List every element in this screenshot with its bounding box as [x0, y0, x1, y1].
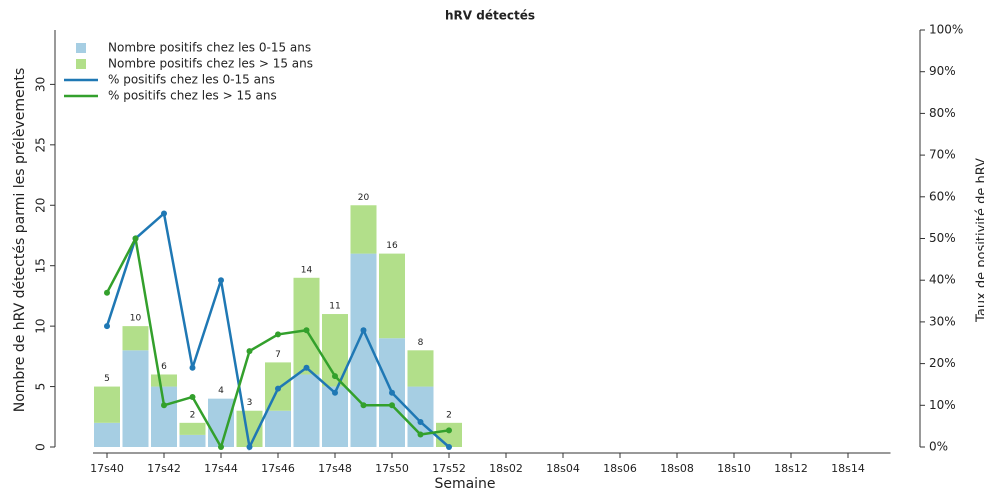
x-tick-label: 18s10: [717, 462, 751, 475]
bar-total-label: 14: [301, 265, 313, 275]
line-point: [275, 385, 281, 392]
x-tick-label: 18s02: [489, 462, 523, 475]
bar: [122, 350, 149, 447]
bar: [350, 205, 377, 254]
y2-tick-label: 0%: [929, 440, 948, 454]
x-tick-label: 17s50: [375, 462, 409, 475]
line-point: [417, 418, 424, 425]
bar: [265, 410, 291, 447]
legend-label: Nombre positifs chez les > 15 ans: [108, 57, 313, 71]
chart-title: hRV détectés: [445, 9, 535, 23]
bar-total-label: 8: [418, 338, 424, 348]
y-tick-label: 30: [34, 77, 48, 92]
y2-tick-label: 70%: [929, 148, 956, 162]
y-tick-label: 10: [34, 318, 48, 333]
bar: [94, 386, 120, 423]
bar: [179, 422, 206, 435]
legend-swatch: [76, 59, 86, 69]
line-point: [161, 210, 167, 217]
y-tick-label: 5: [34, 383, 48, 391]
x-tick-label: 17s42: [147, 462, 181, 475]
x-axis-label: Semaine: [434, 476, 495, 492]
line-point: [132, 235, 139, 242]
line-point: [389, 402, 395, 409]
x-tick-label: 17s40: [90, 462, 124, 475]
x-tick-label: 17s48: [318, 462, 352, 475]
y2-tick-label: 60%: [929, 189, 956, 203]
y-tick-label: 0: [34, 443, 48, 451]
line-point: [246, 348, 253, 355]
bar: [208, 398, 234, 447]
legend-label: Nombre positifs chez les 0-15 ans: [108, 41, 311, 55]
x-tick-label: 18s08: [660, 462, 694, 475]
x-tick-label: 17s52: [432, 462, 466, 475]
y2-tick-label: 30%: [929, 314, 956, 328]
bar-total-label: 4: [218, 386, 224, 396]
bar-total-label: 16: [386, 241, 398, 251]
line-point: [189, 364, 196, 371]
bar: [293, 277, 320, 375]
line-point: [218, 277, 224, 284]
line-point: [246, 444, 253, 450]
y2-tick-label: 40%: [929, 273, 956, 287]
line-point: [104, 323, 110, 330]
y2-tick-label: 20%: [929, 356, 956, 370]
line-point: [446, 427, 452, 434]
line-point: [303, 327, 310, 334]
line-point: [161, 402, 167, 409]
bar: [407, 350, 434, 387]
line-point: [303, 364, 310, 371]
legend-label: % positifs chez les 0-15 ans: [108, 73, 275, 87]
line-point: [218, 444, 224, 450]
bar: [94, 422, 120, 447]
y2-axis-label: Taux de positivité de hRV: [975, 158, 984, 323]
bar: [322, 386, 348, 447]
y2-tick-label: 50%: [929, 231, 956, 245]
bar-total-label: 3: [247, 398, 253, 408]
line-point: [389, 389, 395, 396]
bar-total-label: 2: [190, 410, 196, 420]
line-point: [417, 431, 424, 438]
bar: [179, 434, 206, 447]
y2-tick-label: 10%: [929, 398, 956, 412]
line-point: [104, 289, 110, 296]
bar: [293, 374, 320, 447]
y-tick-label: 25: [34, 137, 48, 152]
x-tick-label: 18s12: [774, 462, 808, 475]
y-tick-label: 15: [34, 258, 48, 273]
bar-total-label: 20: [358, 193, 370, 203]
bar: [151, 386, 177, 447]
y2-tick-label: 90%: [929, 64, 956, 78]
bar-total-label: 11: [329, 302, 340, 312]
y-tick-label: 20: [34, 198, 48, 213]
x-tick-label: 18s04: [546, 462, 580, 475]
line-point: [332, 389, 338, 396]
bar: [407, 386, 434, 447]
y-axis-label: Nombre de hRV détectés parmi les prélève…: [12, 68, 28, 413]
bar-total-label: 6: [161, 362, 167, 372]
line-point: [360, 402, 367, 409]
y2-tick-label: 80%: [929, 106, 956, 120]
legend-swatch: [76, 43, 86, 53]
line-point: [189, 393, 196, 400]
bar-total-label: 7: [275, 350, 281, 360]
bar: [151, 374, 177, 387]
x-tick-label: 17s44: [204, 462, 238, 475]
bar: [122, 326, 149, 351]
line-point: [360, 327, 367, 334]
x-tick-label: 18s14: [831, 462, 865, 475]
y2-tick-label: 100%: [929, 23, 963, 37]
bar-total-label: 10: [130, 314, 142, 324]
bar: [436, 422, 462, 447]
bar: [379, 253, 405, 339]
line-point: [332, 373, 338, 380]
bar-total-label: 2: [446, 410, 452, 420]
bar-total-label: 5: [104, 374, 110, 384]
legend-label: % positifs chez les > 15 ans: [108, 89, 277, 103]
line-point: [275, 331, 281, 338]
x-tick-label: 17s46: [261, 462, 295, 475]
x-tick-label: 18s06: [603, 462, 637, 475]
line-point: [446, 444, 452, 450]
